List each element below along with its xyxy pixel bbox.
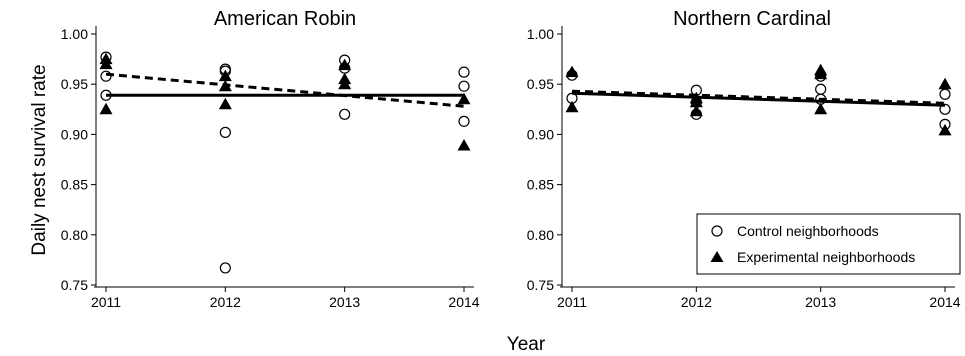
x-tick-label: 2014 (929, 294, 960, 310)
y-tick-label: 0.80 (61, 227, 88, 243)
y-tick-label: 0.95 (61, 76, 88, 92)
data-point-experimental (814, 67, 828, 80)
legend-triangle-marker (710, 251, 724, 262)
trend-line-experimental (105, 72, 465, 108)
legend: Control neighborhoods Experimental neigh… (696, 213, 961, 275)
data-point-experimental (689, 95, 703, 108)
x-tick-label: 2011 (91, 294, 121, 310)
data-point-experimental (814, 102, 828, 115)
trend-line-experimental (571, 89, 946, 105)
chart-title-american-robin: American Robin (214, 8, 356, 30)
data-point-experimental (938, 77, 952, 90)
data-point-experimental (338, 58, 352, 71)
x-tick-label: 2014 (448, 294, 479, 310)
x-tick-label: 2012 (681, 294, 712, 310)
legend-label-control: Control neighborhoods (737, 223, 879, 239)
data-point-control (815, 83, 827, 95)
data-point-control (815, 93, 827, 105)
y-tick-label: 0.80 (527, 227, 554, 243)
x-tick-label: 2013 (805, 294, 836, 310)
x-tick-label: 2013 (329, 294, 360, 310)
panel-northern-cardinal: Northern Cardinal 0.75 0.80 0.85 0.90 0.95 1.0… (527, 8, 961, 310)
data-point-control (100, 70, 112, 82)
data-point-experimental (99, 57, 113, 70)
data-point-experimental (99, 102, 113, 115)
legend-circle-marker (711, 225, 723, 237)
legend-label-experimental: Experimental neighborhoods (737, 249, 915, 265)
y-tick-label: 0.75 (527, 277, 554, 293)
data-point-control (339, 108, 351, 120)
trend-line-control (571, 91, 946, 107)
data-point-experimental (565, 100, 579, 113)
y-tick-label: 0.90 (527, 126, 554, 142)
x-tick-label: 2012 (210, 294, 241, 310)
data-point-control (939, 88, 951, 100)
data-point-control (939, 103, 951, 115)
legend-box (696, 213, 961, 275)
x-axis-title: Year (507, 334, 546, 355)
data-point-control (100, 89, 112, 101)
data-point-experimental (689, 104, 703, 117)
data-point-experimental (938, 123, 952, 136)
data-point-control (458, 66, 470, 78)
chart-title-northern-cardinal: Northern Cardinal (673, 8, 831, 30)
data-point-control (458, 115, 470, 127)
data-point-experimental (218, 79, 232, 92)
data-point-experimental (338, 77, 352, 90)
y-tick-label: 0.95 (527, 76, 554, 92)
y-axis-title: Daily nest survival rate (29, 64, 50, 255)
x-tick-label: 2011 (557, 294, 587, 310)
data-point-control (458, 80, 470, 92)
data-point-experimental (218, 69, 232, 82)
data-point-experimental (218, 97, 232, 110)
data-point-experimental (565, 65, 579, 78)
y-tick-label: 1.00 (527, 26, 554, 42)
y-tick-label: 1.00 (61, 26, 88, 42)
y-tick-label: 0.85 (527, 177, 554, 193)
y-tick-label: 0.75 (61, 277, 88, 293)
data-point-control (219, 126, 231, 138)
data-point-control (219, 262, 231, 274)
panel-american-robin: American Robin 0.75 0.80 0.85 0.90 0.95 1.00 20… (61, 8, 480, 310)
data-point-experimental (457, 138, 471, 151)
y-tick-label: 0.90 (61, 126, 88, 142)
data-point-experimental (457, 92, 471, 105)
y-tick-label: 0.85 (61, 177, 88, 193)
